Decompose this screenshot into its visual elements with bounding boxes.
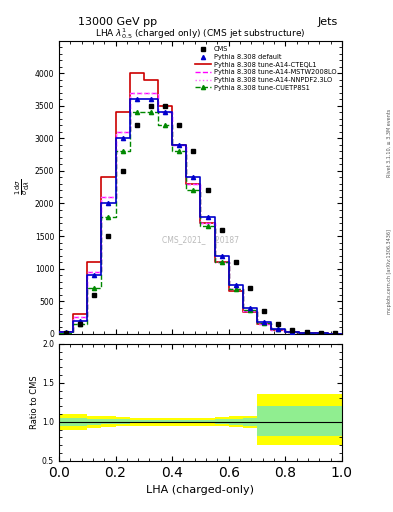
CMS xyxy=(332,330,337,336)
Pythia 8.308 default xyxy=(78,317,83,324)
Text: 13000 GeV pp: 13000 GeV pp xyxy=(78,16,158,27)
CMS xyxy=(290,327,295,333)
CMS xyxy=(120,168,125,174)
Pythia 8.308 default xyxy=(219,252,224,259)
Pythia 8.308 default xyxy=(106,200,111,206)
Line: CMS: CMS xyxy=(64,104,337,335)
Text: Jets: Jets xyxy=(318,16,338,27)
Pythia 8.308 default xyxy=(332,330,337,336)
Line: Pythia 8.308 default: Pythia 8.308 default xyxy=(64,97,337,335)
Pythia 8.308 default xyxy=(304,330,309,336)
Pythia 8.308 default xyxy=(191,175,196,181)
X-axis label: LHA (charged-only): LHA (charged-only) xyxy=(147,485,254,495)
CMS xyxy=(219,226,224,232)
Pythia 8.308 default xyxy=(318,330,323,336)
CMS xyxy=(276,321,281,327)
CMS xyxy=(92,291,97,297)
Legend: CMS, Pythia 8.308 default, Pythia 8.308 tune-A14-CTEQL1, Pythia 8.308 tune-A14-M: CMS, Pythia 8.308 default, Pythia 8.308 … xyxy=(193,45,339,93)
CMS xyxy=(233,259,238,265)
Text: CMS_2021_    20187: CMS_2021_ 20187 xyxy=(162,236,239,244)
CMS xyxy=(318,330,323,336)
CMS xyxy=(134,122,139,129)
CMS xyxy=(177,122,182,129)
CMS xyxy=(248,285,252,291)
Pythia 8.308 default xyxy=(248,305,252,311)
Title: LHA $\lambda^{1}_{0.5}$ (charged only) (CMS jet substructure): LHA $\lambda^{1}_{0.5}$ (charged only) (… xyxy=(95,26,306,41)
Pythia 8.308 default xyxy=(233,282,238,288)
CMS xyxy=(191,148,196,155)
CMS xyxy=(149,103,153,109)
Pythia 8.308 default xyxy=(64,329,68,335)
CMS xyxy=(106,233,111,239)
Pythia 8.308 default xyxy=(120,135,125,141)
CMS xyxy=(78,321,83,327)
Y-axis label: $\frac{1}{\sigma}\frac{\mathrm{d}\sigma}{\mathrm{d}\lambda}$: $\frac{1}{\sigma}\frac{\mathrm{d}\sigma}… xyxy=(14,179,32,196)
Pythia 8.308 default xyxy=(276,326,281,332)
Text: mcplots.cern.ch [arXiv:1306.3436]: mcplots.cern.ch [arXiv:1306.3436] xyxy=(387,229,392,314)
Pythia 8.308 default xyxy=(177,142,182,148)
CMS xyxy=(304,329,309,335)
Pythia 8.308 default xyxy=(163,110,167,116)
Pythia 8.308 default xyxy=(262,319,266,325)
Y-axis label: Ratio to CMS: Ratio to CMS xyxy=(30,375,39,429)
CMS xyxy=(205,187,210,194)
CMS xyxy=(163,103,167,109)
Pythia 8.308 default xyxy=(205,214,210,220)
CMS xyxy=(262,308,266,314)
Pythia 8.308 default xyxy=(149,96,153,102)
Pythia 8.308 default xyxy=(92,272,97,278)
Text: Rivet 3.1.10, ≥ 3.3M events: Rivet 3.1.10, ≥ 3.3M events xyxy=(387,109,392,178)
Pythia 8.308 default xyxy=(134,96,139,102)
Pythia 8.308 default xyxy=(290,329,295,335)
CMS xyxy=(64,330,68,336)
